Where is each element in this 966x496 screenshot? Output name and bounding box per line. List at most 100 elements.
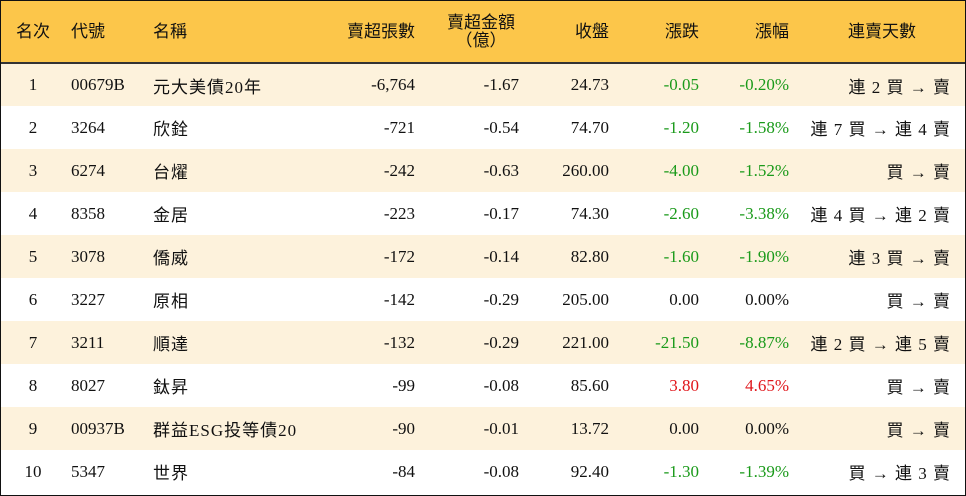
cell-net-sell-amount: -0.17 [483,203,519,223]
cell-change: -2.60 [663,203,699,223]
cell-change-pct: -1.90% [739,246,789,266]
header-net-sell-shares: 賣超張數 [319,1,425,64]
cell-name: 世界 [153,464,189,483]
cell-change-pct: 0.00% [745,418,789,438]
cell-net-sell-shares: -242 [383,160,415,180]
table-row: 3 6274 台燿 -242 -0.63 260.00 -4.00 -1.52%… [1,149,965,192]
cell-consecutive-days: 連 7 買 → 連 4 賣 [810,120,951,139]
cell-close: 74.70 [570,117,609,137]
cell-consecutive-days: 買 → 賣 [886,292,951,311]
cell-rank: 3 [28,160,38,180]
cell-net-sell-amount: -0.08 [483,375,519,395]
table-row: 9 00937B 群益ESG投等債20 -90 -0.01 13.72 0.00… [1,407,965,450]
header-net-sell-amount-line2: （億） [455,30,507,50]
table-row: 10 5347 世界 -84 -0.08 92.40 -1.30 -1.39% … [1,450,965,493]
cell-name: 群益ESG投等債20 [153,421,298,440]
cell-change-pct: -1.39% [739,461,789,481]
table-row: 6 3227 原相 -142 -0.29 205.00 0.00 0.00% 買… [1,278,965,321]
cell-change-pct: -1.52% [739,160,789,180]
cell-change-pct: -0.20% [739,75,789,94]
cell-net-sell-shares: -6,764 [371,75,415,94]
cell-close: 205.00 [562,289,609,309]
cell-change: -1.20 [663,117,699,137]
cell-change-pct: 4.65% [745,375,789,395]
cell-net-sell-amount: -0.54 [483,117,519,137]
cell-change: -1.30 [663,461,699,481]
table-header: 名次 代號 名稱 賣超張數 賣超金額 （億） 收盤 漲跌 漲幅 連賣天數 [1,1,965,64]
cell-code: 3211 [71,332,105,352]
cell-net-sell-shares: -132 [383,332,415,352]
cell-code: 6274 [71,160,105,180]
cell-consecutive-days: 連 4 買 → 連 2 賣 [810,206,951,225]
table-row: 8 8027 鈦昇 -99 -0.08 85.60 3.80 4.65% 買 →… [1,364,965,407]
cell-rank: 1 [28,75,38,94]
cell-rank: 9 [28,418,38,438]
cell-change: 3.80 [669,375,699,395]
cell-change: 0.00 [669,418,699,438]
cell-change-pct: -1.58% [739,117,789,137]
header-close: 收盤 [529,1,619,64]
cell-close: 13.72 [570,418,609,438]
cell-change: -4.00 [663,160,699,180]
cell-code: 3078 [71,246,105,266]
table-row: 1 00679B 元大美債20年 -6,764 -1.67 24.73 -0.0… [1,63,965,106]
cell-consecutive-days: 買 → 連 3 賣 [848,464,951,483]
header-code: 代號 [65,1,149,64]
header-change: 漲跌 [619,1,709,64]
cell-change: 0.00 [669,289,699,309]
cell-net-sell-amount: -0.08 [483,461,519,481]
cell-name: 原相 [153,292,189,311]
cell-net-sell-shares: -90 [392,418,415,438]
cell-net-sell-amount: -0.63 [483,160,519,180]
cell-consecutive-days: 買 → 賣 [886,163,951,182]
cell-net-sell-amount: -1.67 [483,75,519,94]
cell-net-sell-amount: -0.01 [483,418,519,438]
cell-net-sell-shares: -84 [392,461,415,481]
cell-close: 74.30 [570,203,609,223]
cell-close: 92.40 [570,461,609,481]
cell-net-sell-amount: -0.14 [483,246,519,266]
cell-name: 鈦昇 [153,378,189,397]
cell-net-sell-amount: -0.29 [483,332,519,352]
cell-name: 台燿 [153,163,189,182]
header-change-pct: 漲幅 [709,1,799,64]
header-net-sell-amount-line1: 賣超金額 [447,12,515,32]
cell-name: 僑威 [153,249,189,268]
cell-name: 金居 [153,206,189,225]
cell-rank: 2 [28,117,38,137]
cell-close: 260.00 [562,160,609,180]
cell-close: 24.73 [570,75,609,94]
cell-net-sell-shares: -172 [383,246,415,266]
header-net-sell-amount: 賣超金額 （億） [425,1,529,64]
cell-code: 3227 [71,289,105,309]
cell-net-sell-shares: -142 [383,289,415,309]
cell-consecutive-days: 連 2 買 → 賣 [848,77,951,97]
cell-close: 221.00 [562,332,609,352]
header-rank: 名次 [1,1,65,64]
cell-net-sell-shares: -223 [383,203,415,223]
header-name: 名稱 [149,1,319,64]
table-row: 5 3078 僑威 -172 -0.14 82.80 -1.60 -1.90% … [1,235,965,278]
cell-code: 5347 [71,461,105,481]
cell-change-pct: -8.87% [739,332,789,352]
cell-name: 順達 [153,335,189,354]
cell-close: 82.80 [570,246,609,266]
header-consecutive-days: 連賣天數 [799,1,965,64]
cell-change: -21.50 [655,332,699,352]
cell-consecutive-days: 買 → 賣 [886,378,951,397]
cell-code: 8027 [71,375,105,395]
cell-code: 00937B [71,418,125,438]
cell-change-pct: -3.38% [739,203,789,223]
cell-rank: 5 [28,246,38,266]
cell-code: 8358 [71,203,105,223]
cell-net-sell-shares: -99 [392,375,415,395]
table-row: 7 3211 順達 -132 -0.29 221.00 -21.50 -8.87… [1,321,965,364]
cell-change: -1.60 [663,246,699,266]
cell-consecutive-days: 連 2 買 → 連 5 賣 [810,335,951,354]
table-row: 4 8358 金居 -223 -0.17 74.30 -2.60 -3.38% … [1,192,965,235]
cell-change-pct: 0.00% [745,289,789,309]
cell-rank: 10 [24,461,42,481]
cell-rank: 8 [28,375,38,395]
